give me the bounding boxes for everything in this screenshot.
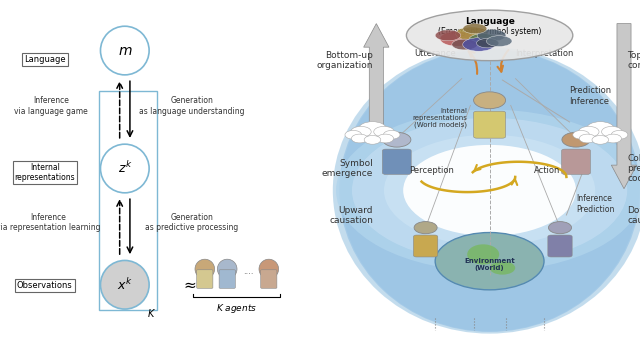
- Text: Language: Language: [465, 17, 515, 26]
- Text: Symbol
emergence: Symbol emergence: [322, 159, 373, 178]
- Ellipse shape: [592, 135, 609, 144]
- Text: Top-down
constraint: Top-down constraint: [627, 51, 640, 70]
- Ellipse shape: [406, 10, 573, 61]
- Text: Generation
as predictive processing: Generation as predictive processing: [145, 213, 239, 232]
- Text: Inference
via language game: Inference via language game: [14, 96, 88, 116]
- Ellipse shape: [579, 134, 596, 143]
- Text: Collective
predictive
coding: Collective predictive coding: [627, 154, 640, 183]
- Text: Inference
Prediction: Inference Prediction: [576, 194, 614, 214]
- Text: $x^k$: $x^k$: [117, 277, 132, 293]
- Text: Downward
causation: Downward causation: [627, 206, 640, 225]
- Ellipse shape: [474, 92, 506, 109]
- Text: Upward
causation: Upward causation: [329, 206, 373, 225]
- Ellipse shape: [562, 132, 590, 147]
- FancyBboxPatch shape: [260, 270, 277, 288]
- FancyBboxPatch shape: [219, 270, 236, 288]
- Ellipse shape: [467, 244, 499, 265]
- Ellipse shape: [100, 261, 149, 309]
- Ellipse shape: [383, 132, 411, 147]
- Ellipse shape: [440, 31, 475, 46]
- Ellipse shape: [579, 126, 599, 137]
- Ellipse shape: [358, 122, 387, 136]
- Ellipse shape: [364, 135, 381, 144]
- Ellipse shape: [435, 233, 544, 290]
- Ellipse shape: [100, 26, 149, 75]
- Text: Interpretation: Interpretation: [515, 49, 573, 58]
- Ellipse shape: [605, 134, 621, 143]
- Text: ....: ....: [243, 267, 253, 276]
- Ellipse shape: [351, 134, 368, 143]
- Ellipse shape: [377, 134, 394, 143]
- Ellipse shape: [351, 126, 371, 137]
- Text: $K$ agents: $K$ agents: [216, 302, 257, 315]
- Ellipse shape: [611, 130, 628, 139]
- Ellipse shape: [336, 110, 640, 271]
- FancyArrow shape: [364, 24, 389, 142]
- Ellipse shape: [435, 233, 544, 290]
- Ellipse shape: [468, 34, 498, 46]
- Text: Inference
via representation learning: Inference via representation learning: [0, 213, 100, 232]
- Text: Internal
representations
(World models): Internal representations (World models): [412, 108, 467, 128]
- Text: Utterance: Utterance: [414, 49, 456, 58]
- Ellipse shape: [259, 259, 278, 279]
- FancyArrow shape: [611, 24, 637, 189]
- FancyBboxPatch shape: [196, 270, 213, 288]
- Ellipse shape: [345, 130, 362, 139]
- Ellipse shape: [352, 118, 627, 263]
- Ellipse shape: [573, 130, 589, 139]
- Ellipse shape: [490, 261, 515, 275]
- FancyBboxPatch shape: [562, 149, 591, 174]
- FancyBboxPatch shape: [474, 111, 506, 138]
- Text: Perception: Perception: [410, 166, 454, 175]
- Ellipse shape: [463, 38, 495, 51]
- Ellipse shape: [403, 145, 576, 236]
- Ellipse shape: [100, 144, 149, 193]
- Text: Action: Action: [534, 166, 561, 175]
- Text: $m$: $m$: [118, 43, 132, 58]
- Ellipse shape: [340, 50, 639, 331]
- Ellipse shape: [333, 47, 640, 334]
- Ellipse shape: [486, 36, 512, 47]
- Ellipse shape: [476, 38, 499, 48]
- Text: $\approx$: $\approx$: [180, 277, 197, 292]
- Ellipse shape: [435, 30, 461, 41]
- FancyBboxPatch shape: [413, 235, 438, 257]
- Ellipse shape: [548, 222, 572, 234]
- Text: Language: Language: [24, 55, 66, 64]
- Ellipse shape: [339, 49, 640, 332]
- Ellipse shape: [374, 126, 394, 137]
- FancyBboxPatch shape: [548, 235, 572, 257]
- Text: Prediction: Prediction: [570, 86, 612, 95]
- Text: Environment
(World): Environment (World): [464, 258, 515, 271]
- Ellipse shape: [452, 39, 477, 50]
- Ellipse shape: [586, 122, 614, 136]
- Text: $K$: $K$: [147, 307, 156, 319]
- FancyBboxPatch shape: [383, 149, 412, 174]
- Text: (Emergent symbol system): (Emergent symbol system): [438, 27, 541, 36]
- Ellipse shape: [463, 24, 487, 34]
- Ellipse shape: [414, 222, 437, 234]
- Text: Generation
as language understanding: Generation as language understanding: [140, 96, 244, 116]
- Text: $z^k$: $z^k$: [118, 160, 132, 177]
- Text: Bottom-up
organization: Bottom-up organization: [317, 51, 373, 70]
- Text: Inference: Inference: [570, 96, 610, 105]
- Ellipse shape: [218, 259, 237, 279]
- Ellipse shape: [456, 27, 488, 40]
- Ellipse shape: [477, 29, 506, 41]
- Ellipse shape: [383, 130, 400, 139]
- Ellipse shape: [195, 259, 214, 279]
- Ellipse shape: [602, 126, 622, 137]
- Text: Observations: Observations: [17, 281, 73, 290]
- Text: Internal
representations: Internal representations: [15, 163, 75, 182]
- Ellipse shape: [384, 135, 595, 246]
